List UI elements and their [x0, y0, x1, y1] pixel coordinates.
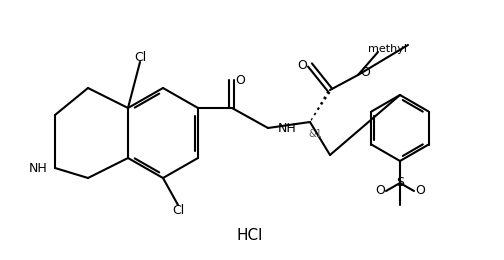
Text: NH: NH	[278, 121, 297, 134]
Text: methyl: methyl	[368, 44, 408, 54]
Text: O: O	[360, 66, 370, 79]
Text: O: O	[375, 185, 385, 198]
Text: O: O	[235, 74, 245, 87]
Text: Cl: Cl	[134, 50, 146, 63]
Text: O: O	[297, 58, 307, 72]
Text: HCl: HCl	[237, 228, 263, 243]
Text: NH: NH	[28, 161, 47, 174]
Text: S: S	[396, 177, 404, 190]
Text: Cl: Cl	[172, 204, 184, 217]
Text: &1: &1	[308, 129, 322, 139]
Text: O: O	[415, 185, 425, 198]
